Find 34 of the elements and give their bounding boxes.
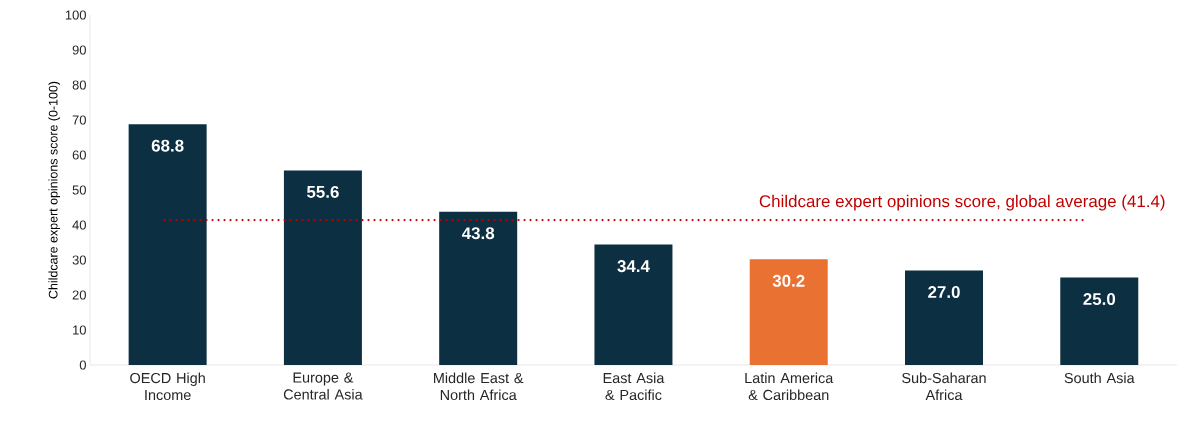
- data-label: 55.6: [306, 185, 339, 198]
- y-tick-label: 20: [72, 290, 86, 300]
- x-tick-label: South Asia: [1064, 372, 1135, 384]
- x-tick-label: Middle East & North Africa: [434, 372, 524, 401]
- y-tick-label: 80: [72, 80, 86, 90]
- y-tick-label: 30: [72, 255, 86, 265]
- bar: [1060, 277, 1139, 365]
- data-label: 27.0: [928, 286, 960, 299]
- x-tick-label: OECD High Income: [130, 372, 205, 401]
- data-label: 30.2: [772, 274, 805, 287]
- bar: [283, 170, 362, 365]
- y-tick-label: 50: [72, 185, 86, 195]
- x-tick-label: East Asia & Pacific: [603, 372, 665, 401]
- x-tick-label: Sub-Saharan Africa: [902, 372, 986, 401]
- y-tick-label: 70: [72, 115, 86, 125]
- data-label: 43.8: [461, 227, 495, 240]
- data-label: 68.8: [151, 139, 184, 152]
- y-tick-label: 90: [72, 45, 86, 55]
- y-tick-label: 60: [72, 150, 86, 160]
- x-tick-label: Latin America & Caribbean: [745, 372, 834, 401]
- bar: [128, 124, 207, 365]
- data-label: 34.4: [617, 260, 650, 273]
- y-axis-title: Childcare expert opinions score (0-100): [48, 81, 61, 299]
- bar: [439, 211, 518, 365]
- bar: [594, 244, 673, 365]
- bar: [905, 270, 983, 365]
- y-tick-label: 40: [72, 220, 86, 230]
- x-tick-label: Europe & Central Asia: [283, 372, 363, 400]
- y-tick-label: 10: [73, 325, 86, 335]
- data-label: 25.0: [1083, 293, 1116, 306]
- bar: [749, 259, 828, 365]
- y-tick-label: 0: [79, 360, 86, 370]
- ref-line-label: Childcare expert opinions score, global average (41.4): [759, 194, 1165, 211]
- y-tick-label: 100: [65, 10, 86, 20]
